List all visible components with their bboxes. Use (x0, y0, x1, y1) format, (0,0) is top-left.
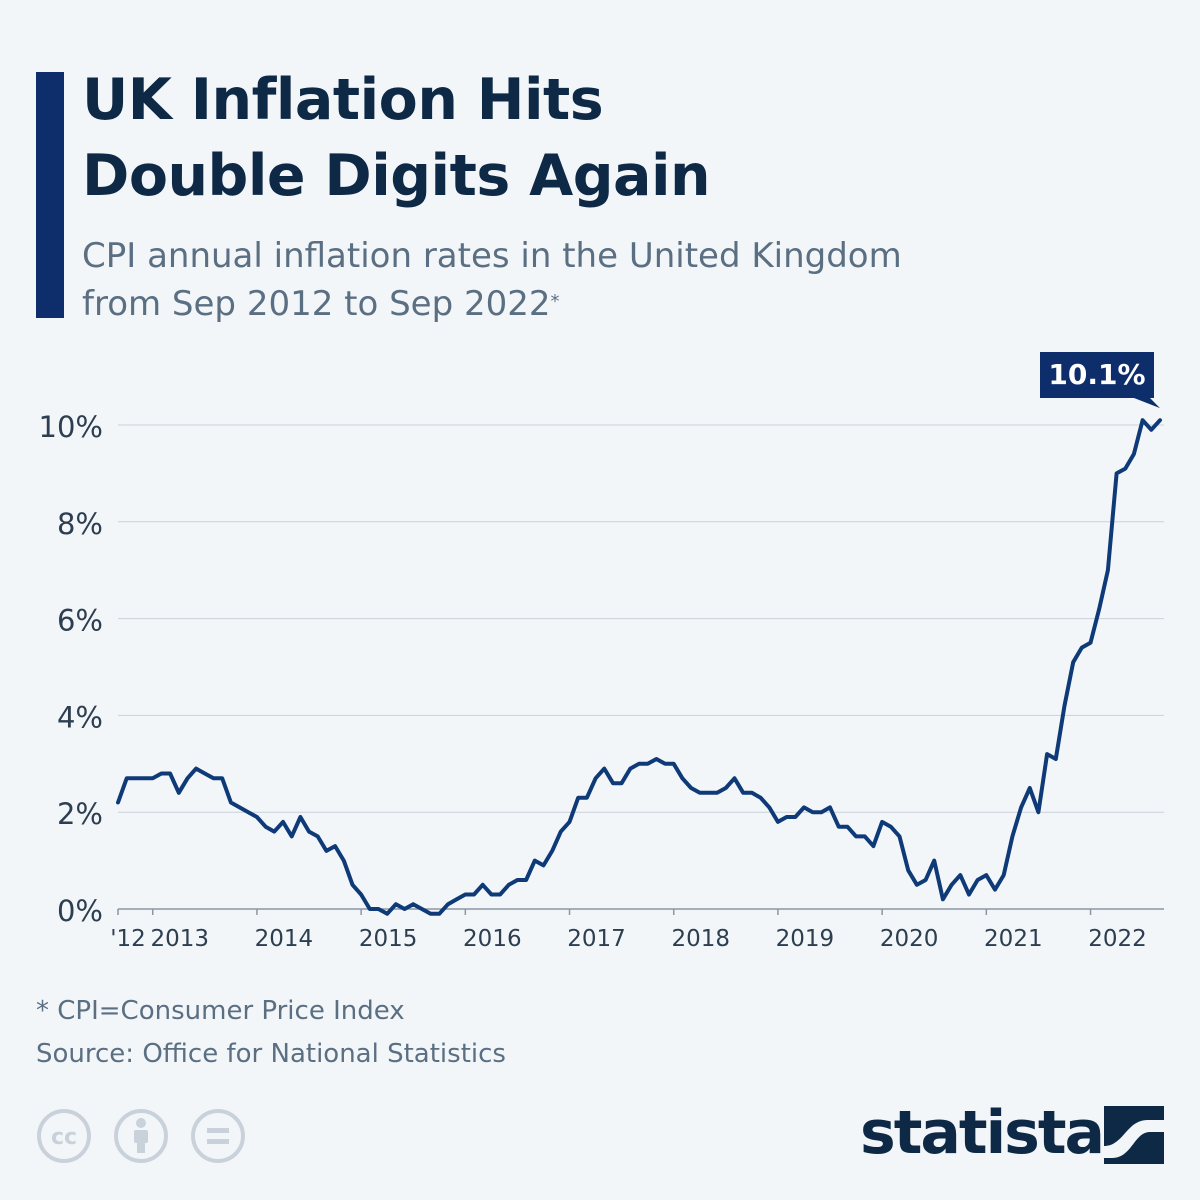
chart-gridlines (118, 424, 1164, 910)
y-tick-label: 2% (57, 797, 103, 831)
callout-text: 10.1% (1048, 358, 1145, 391)
page-title: UK Inflation Hits Double Digits Again (82, 62, 1082, 214)
accent-bar (36, 72, 64, 318)
callout-box (1040, 352, 1160, 409)
title-line-1: UK Inflation Hits (82, 67, 604, 133)
inflation-line-chart: 0% 2% 4% 6% 8% 10% '12 2013 2014 2015 2016 2017 201… (39, 352, 1164, 952)
x-tick-label: 2018 (671, 926, 730, 952)
footnote-marker: * (550, 291, 560, 312)
title-line-2: Double Digits Again (82, 143, 711, 209)
x-tick-label: 2020 (880, 926, 939, 952)
statista-mark-icon (1104, 1106, 1164, 1164)
subtitle-line-1: CPI annual inflation rates in the United… (82, 236, 902, 276)
no-derivatives-icon (191, 1109, 245, 1163)
x-tick-label: 2017 (567, 926, 626, 952)
y-tick-label: 6% (57, 604, 103, 638)
x-tick-label: 2021 (984, 926, 1043, 952)
x-tick-label: 2016 (463, 926, 522, 952)
x-tick-label: 2014 (255, 926, 314, 952)
license-icons: cc (36, 1108, 246, 1164)
footnote-text: * CPI=Consumer Price Index (36, 996, 405, 1026)
x-tick-label: 2015 (359, 926, 418, 952)
y-tick-label: 8% (57, 507, 103, 541)
statista-logo: statista (860, 1098, 1170, 1168)
attribution-icon (114, 1109, 168, 1163)
footnotes: * CPI=Consumer Price Index Source: Offic… (36, 990, 936, 1076)
chart-subtitle: CPI annual inflation rates in the United… (82, 232, 1082, 328)
series-line-cpi (116, 418, 1162, 916)
x-tick-label: '12 (110, 926, 146, 952)
y-tick-label: 0% (57, 894, 103, 928)
source-text: Source: Office for National Statistics (36, 1039, 506, 1069)
subtitle-line-2: from Sep 2012 to Sep 2022 (82, 284, 551, 324)
y-tick-label: 4% (57, 700, 103, 734)
callout-label: 10.1% (1040, 352, 1160, 409)
x-axis-ticks: '12 2013 2014 2015 2016 2017 2018 2019 2020 2021 2… (110, 909, 1147, 952)
x-tick-label: 2022 (1088, 926, 1147, 952)
x-tick-label: 2019 (776, 926, 835, 952)
y-axis-ticks: 0% 2% 4% 6% 8% 10% (39, 410, 103, 928)
brand-wordmark: statista (860, 1098, 1105, 1168)
y-tick-label: 10% (39, 410, 103, 444)
subtitle-line-2-wrap: from Sep 2012 to Sep 2022* (82, 280, 1082, 328)
cc-icon: cc (37, 1109, 91, 1163)
x-tick-label: 2013 (150, 926, 209, 952)
svg-text:cc: cc (51, 1125, 77, 1150)
